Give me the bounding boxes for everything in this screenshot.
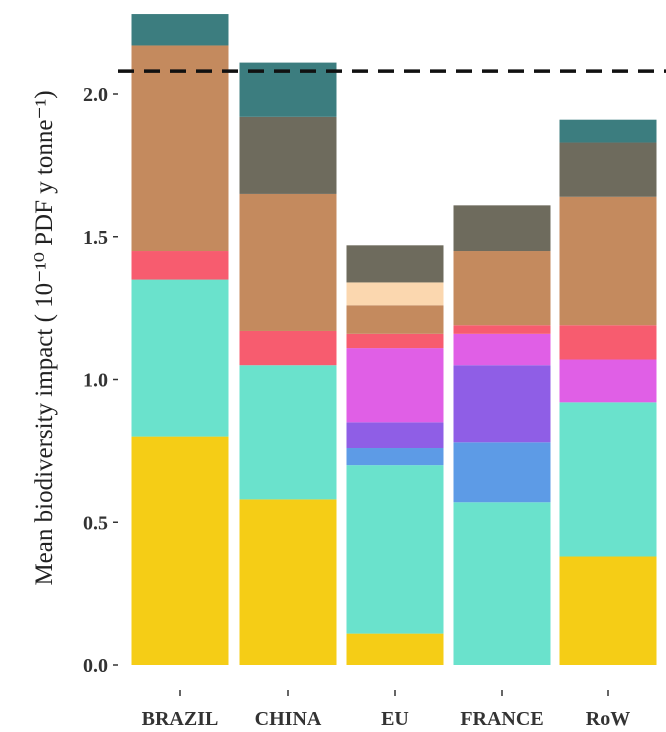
bar-segment-france-6 bbox=[453, 325, 551, 334]
bar-segment-france-3 bbox=[453, 442, 551, 503]
y-tick-label: 1.0 bbox=[83, 370, 108, 392]
bar-segment-brazil-7 bbox=[131, 45, 229, 252]
x-axis: BRAZIL CHINA EU FRANCE RoW bbox=[142, 690, 630, 730]
bar-segment-brazil-10 bbox=[131, 14, 229, 46]
bar-segment-france-4 bbox=[453, 365, 551, 443]
bar-segment-china-2 bbox=[239, 365, 337, 500]
bar-segment-brazil-2 bbox=[131, 279, 229, 437]
bar-segment-france-2 bbox=[453, 502, 551, 665]
bar-segment-row-6 bbox=[559, 325, 657, 360]
x-tick-label-brazil: BRAZIL bbox=[142, 708, 219, 730]
y-tick-label: 0.5 bbox=[83, 512, 108, 534]
x-tick-label-france: FRANCE bbox=[460, 708, 543, 730]
y-tick-label: 1.5 bbox=[83, 227, 108, 249]
x-tick-label-china: CHINA bbox=[255, 708, 322, 730]
bars-group bbox=[131, 14, 657, 665]
x-tick-label-eu: EU bbox=[381, 708, 409, 730]
y-axis: 0.0 0.5 1.0 1.5 2.0 bbox=[83, 84, 118, 677]
bar-segment-eu-2 bbox=[346, 465, 444, 634]
bar-segment-eu-7 bbox=[346, 305, 444, 334]
y-tick-label: 0.0 bbox=[83, 655, 108, 677]
bar-segment-france-5 bbox=[453, 333, 551, 366]
bar-segment-row-9 bbox=[559, 142, 657, 197]
bar-segment-row-2 bbox=[559, 402, 657, 557]
y-tick-label: 2.0 bbox=[83, 84, 108, 106]
bar-segment-eu-5 bbox=[346, 348, 444, 423]
bar-segment-china-9 bbox=[239, 116, 337, 194]
bar-segment-china-7 bbox=[239, 193, 337, 331]
bar-segment-row-10 bbox=[559, 119, 657, 143]
bar-segment-eu-8 bbox=[346, 282, 444, 306]
bar-segment-brazil-1 bbox=[131, 436, 229, 665]
x-tick-label-row: RoW bbox=[586, 708, 630, 730]
bar-segment-china-1 bbox=[239, 499, 337, 665]
bar-segment-row-5 bbox=[559, 359, 657, 403]
bar-segment-china-6 bbox=[239, 330, 337, 366]
bar-segment-eu-6 bbox=[346, 333, 444, 349]
bar-segment-france-7 bbox=[453, 251, 551, 326]
bar-segment-brazil-6 bbox=[131, 251, 229, 280]
bar-segment-row-7 bbox=[559, 196, 657, 326]
y-axis-title: Mean biodiversity impact ( 10⁻¹⁰ PDF y t… bbox=[31, 90, 58, 585]
bar-segment-row-1 bbox=[559, 556, 657, 665]
bar-segment-eu-1 bbox=[346, 633, 444, 665]
bar-segment-eu-4 bbox=[346, 422, 444, 449]
bar-segment-eu-3 bbox=[346, 448, 444, 466]
bar-segment-eu-9 bbox=[346, 245, 444, 283]
bar-segment-france-9 bbox=[453, 205, 551, 252]
